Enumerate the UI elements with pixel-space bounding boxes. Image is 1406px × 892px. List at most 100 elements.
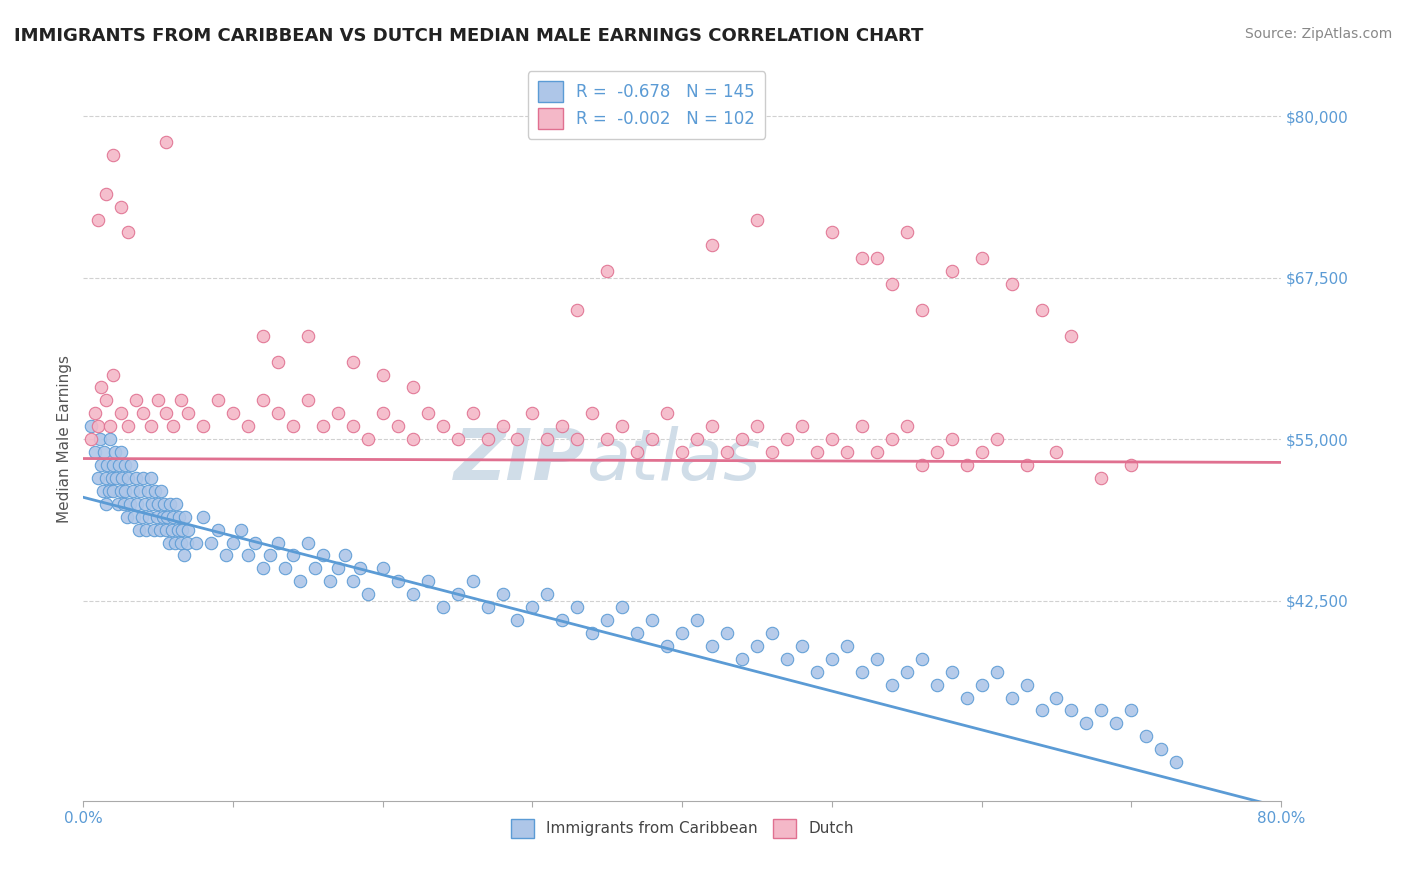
Point	[245, 535, 267, 549]
Point	[132, 471, 155, 485]
Point	[297, 328, 319, 343]
Point	[1121, 458, 1143, 472]
Point	[925, 445, 948, 459]
Point	[461, 406, 484, 420]
Point	[290, 574, 312, 589]
Point	[551, 613, 574, 627]
Point	[297, 535, 319, 549]
Point	[110, 406, 132, 420]
Point	[155, 406, 177, 420]
Point	[491, 587, 513, 601]
Point	[138, 509, 160, 524]
Point	[1000, 690, 1022, 705]
Point	[641, 613, 664, 627]
Point	[1060, 703, 1083, 717]
Point	[153, 497, 176, 511]
Point	[222, 406, 245, 420]
Point	[281, 419, 304, 434]
Text: IMMIGRANTS FROM CARIBBEAN VS DUTCH MEDIAN MALE EARNINGS CORRELATION CHART: IMMIGRANTS FROM CARIBBEAN VS DUTCH MEDIA…	[14, 27, 924, 45]
Point	[941, 432, 963, 446]
Point	[477, 600, 499, 615]
Point	[152, 509, 174, 524]
Point	[522, 406, 544, 420]
Point	[103, 458, 125, 472]
Point	[87, 419, 110, 434]
Point	[806, 665, 828, 679]
Point	[536, 587, 558, 601]
Point	[132, 406, 155, 420]
Point	[84, 406, 107, 420]
Point	[686, 432, 709, 446]
Point	[108, 458, 131, 472]
Point	[970, 445, 993, 459]
Point	[103, 368, 125, 382]
Point	[93, 445, 115, 459]
Point	[821, 652, 844, 666]
Point	[326, 406, 349, 420]
Point	[911, 458, 934, 472]
Point	[222, 535, 245, 549]
Point	[80, 419, 103, 434]
Point	[98, 419, 121, 434]
Point	[136, 483, 159, 498]
Point	[91, 483, 114, 498]
Point	[700, 419, 723, 434]
Point	[612, 600, 634, 615]
Point	[131, 509, 153, 524]
Point	[551, 419, 574, 434]
Point	[125, 471, 148, 485]
Point	[129, 483, 152, 498]
Point	[371, 368, 394, 382]
Point	[956, 690, 979, 705]
Point	[267, 535, 290, 549]
Point	[745, 639, 768, 653]
Point	[94, 471, 117, 485]
Point	[259, 549, 281, 563]
Point	[896, 665, 918, 679]
Point	[402, 380, 425, 394]
Point	[252, 328, 274, 343]
Point	[657, 406, 679, 420]
Point	[177, 406, 200, 420]
Point	[371, 406, 394, 420]
Point	[581, 626, 603, 640]
Point	[146, 497, 169, 511]
Point	[118, 497, 141, 511]
Point	[1000, 277, 1022, 292]
Point	[567, 600, 589, 615]
Point	[880, 277, 903, 292]
Point	[416, 406, 439, 420]
Point	[402, 587, 425, 601]
Point	[851, 252, 873, 266]
Point	[761, 626, 783, 640]
Point	[125, 393, 148, 408]
Point	[1031, 703, 1053, 717]
Point	[716, 626, 738, 640]
Point	[716, 445, 738, 459]
Point	[112, 497, 135, 511]
Point	[357, 587, 380, 601]
Point	[349, 561, 371, 575]
Point	[1135, 729, 1157, 743]
Point	[97, 483, 120, 498]
Point	[107, 497, 129, 511]
Point	[387, 574, 409, 589]
Point	[229, 523, 252, 537]
Point	[114, 483, 136, 498]
Point	[252, 561, 274, 575]
Point	[207, 393, 229, 408]
Point	[159, 497, 181, 511]
Point	[167, 509, 190, 524]
Point	[416, 574, 439, 589]
Point	[626, 626, 648, 640]
Point	[146, 393, 169, 408]
Point	[267, 354, 290, 368]
Point	[135, 523, 157, 537]
Point	[110, 200, 132, 214]
Point	[103, 483, 125, 498]
Point	[200, 535, 222, 549]
Point	[986, 432, 1008, 446]
Point	[835, 445, 858, 459]
Point	[835, 639, 858, 653]
Point	[896, 419, 918, 434]
